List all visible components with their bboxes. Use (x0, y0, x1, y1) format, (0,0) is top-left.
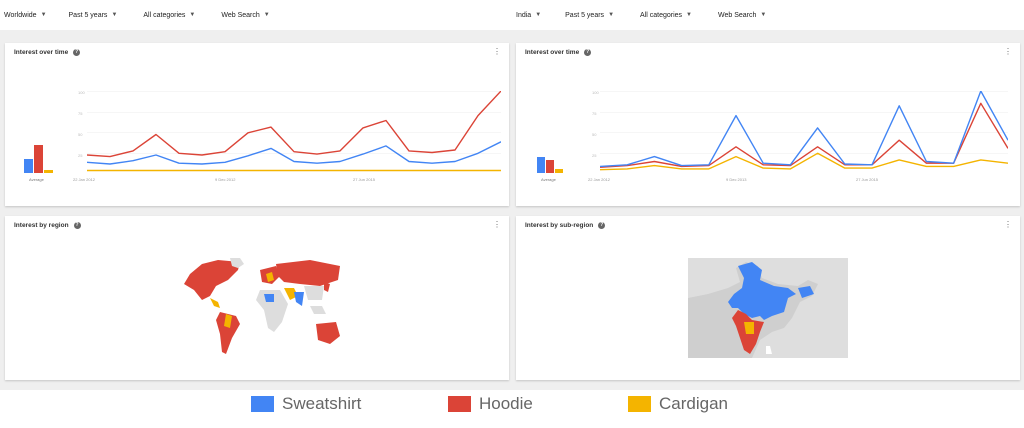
interest-over-time-chart (600, 91, 1008, 171)
series-line-hoodie (87, 91, 501, 158)
region-greenland (230, 258, 244, 268)
time-select[interactable]: Past 5 years ▼ (68, 11, 118, 19)
card-title: Interest by sub-region (525, 222, 594, 229)
world-map (184, 258, 340, 354)
average-label: Average (541, 177, 556, 182)
region-north-africa (264, 294, 274, 302)
help-icon[interactable]: ? (73, 222, 81, 229)
region-brazil-north (224, 314, 232, 328)
caret-down-icon: ▼ (40, 12, 47, 18)
y-tick: 25 (78, 153, 83, 158)
average-bar-sweatshirt (537, 157, 545, 173)
search-type-select[interactable]: Web Search ▼ (718, 11, 767, 19)
card-title: Interest by region (14, 222, 69, 229)
y-tick: 75 (78, 111, 83, 116)
average-bar-hoodie (34, 145, 43, 173)
region-australia (316, 322, 340, 344)
region-africa (256, 290, 288, 332)
help-icon[interactable]: ? (584, 49, 592, 56)
interest-over-time-card-worldwide: Interest over time ? ⋮ Average 100 75 50… (5, 43, 509, 206)
region-select[interactable]: India ▼ (516, 11, 542, 19)
y-tick: 75 (592, 111, 597, 116)
region-south-america (216, 312, 240, 354)
average-bar-hoodie (546, 160, 554, 173)
x-tick: 27 Jun 2015 (353, 177, 376, 182)
help-icon[interactable]: ? (598, 222, 606, 229)
legend-item-cardigan: Cardigan (628, 394, 728, 414)
card-header: Interest by region ? (14, 222, 81, 229)
legend-item-sweatshirt: Sweatshirt (251, 394, 361, 414)
x-tick: 22 Jan 2012 (588, 177, 611, 182)
region-east-asia (304, 286, 324, 300)
interest-by-sub-region-card: Interest by sub-region ? ⋮ (516, 216, 1020, 380)
interest-over-time-chart (87, 91, 501, 172)
region-sri-lanka (766, 346, 772, 354)
time-select[interactable]: Past 5 years ▼ (565, 11, 615, 19)
card-header: Interest by sub-region ? (525, 222, 606, 229)
caret-down-icon: ▼ (535, 12, 542, 18)
region-japan (324, 282, 330, 292)
filter-bar-worldwide: Worldwide ▼ Past 5 years ▼ All categories ▼… (0, 0, 512, 30)
legend-swatch (251, 396, 274, 412)
region-select[interactable]: Worldwide ▼ (4, 11, 47, 19)
y-tick: 100 (78, 90, 85, 95)
card-title: Interest over time (14, 49, 69, 56)
interest-by-region-card: Interest by region ? ⋮ (5, 216, 509, 380)
help-icon[interactable]: ? (73, 49, 81, 56)
series-line-sweatshirt (87, 141, 501, 165)
region-south-central-india (744, 322, 754, 334)
search-type-select[interactable]: Web Search ▼ (221, 11, 270, 19)
x-tick: 22 Jan 2012 (73, 177, 96, 182)
legend-swatch (448, 396, 471, 412)
y-tick: 50 (592, 132, 597, 137)
caret-down-icon: ▼ (686, 12, 692, 18)
region-central-europe (266, 272, 274, 282)
average-bar-sweatshirt (24, 159, 33, 173)
region-southeast-asia (310, 306, 326, 314)
caret-down-icon: ▼ (760, 12, 767, 18)
caret-down-icon: ▼ (263, 12, 270, 18)
card-title: Interest over time (525, 49, 580, 56)
x-tick: 9 Dec 2012 (215, 177, 236, 182)
more-menu-icon[interactable]: ⋮ (493, 47, 501, 56)
average-label: Average (29, 177, 44, 182)
legend-label: Sweatshirt (282, 394, 362, 413)
more-menu-icon[interactable]: ⋮ (493, 220, 501, 229)
y-tick: 25 (592, 153, 597, 158)
card-header: Interest over time ? (525, 49, 592, 56)
series-line-cardigan (600, 152, 1008, 171)
region-north-america (184, 260, 240, 300)
interest-over-time-card-india: Interest over time ? ⋮ Average 100 75 50… (516, 43, 1020, 206)
average-bar-cardigan (555, 169, 563, 173)
region-middle-east (284, 288, 298, 300)
card-header: Interest over time ? (14, 49, 81, 56)
region-india (294, 292, 304, 306)
region-central-america (210, 298, 220, 308)
legend-item-hoodie: Hoodie (448, 394, 533, 414)
legend-swatch (628, 396, 651, 412)
category-select[interactable]: All categories ▼ (640, 11, 692, 19)
legend-label: Hoodie (479, 394, 533, 413)
x-tick: 27 Jun 2015 (856, 177, 879, 182)
caret-down-icon: ▼ (189, 12, 196, 18)
more-menu-icon[interactable]: ⋮ (1004, 47, 1012, 56)
india-map (688, 258, 848, 358)
region-russia-asia (276, 260, 340, 286)
caret-down-icon: ▼ (608, 12, 615, 18)
average-bar-cardigan (44, 170, 53, 173)
region-north-central-india (728, 262, 796, 320)
category-select[interactable]: All categories ▼ (143, 11, 196, 19)
series-line-hoodie (600, 102, 1008, 168)
y-tick: 50 (78, 132, 83, 137)
caret-down-icon: ▼ (111, 12, 118, 18)
y-tick: 100 (592, 90, 599, 95)
legend-label: Cardigan (659, 394, 728, 413)
series-line-sweatshirt (600, 91, 1008, 168)
filter-bar-india: India ▼ Past 5 years ▼ All categories ▼ Web… (512, 0, 1024, 30)
x-tick: 9 Dec 2013 (726, 177, 747, 182)
region-northeast-india (798, 286, 814, 298)
more-menu-icon[interactable]: ⋮ (1004, 220, 1012, 229)
